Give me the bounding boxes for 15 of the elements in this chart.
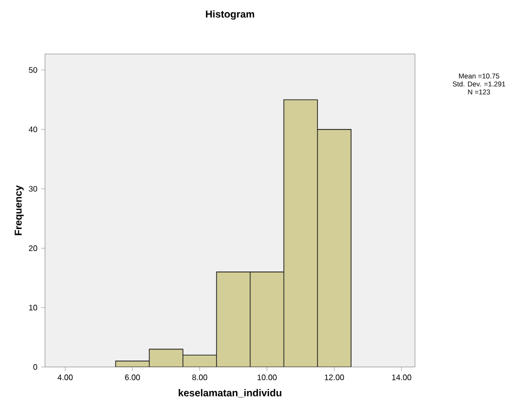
y-axis-title: Frequency xyxy=(14,185,24,236)
y-tick-label: 40 xyxy=(28,126,38,132)
x-tick-label: 8.00 xyxy=(192,374,208,380)
x-tick-label: 4.00 xyxy=(58,374,73,380)
x-tick-label: 12.00 xyxy=(324,374,344,380)
x-axis-title: keselamatan_individu xyxy=(178,389,282,398)
x-tick-label: 6.00 xyxy=(125,374,140,380)
x-tick-label: 14.00 xyxy=(392,374,412,380)
y-tick-label: 50 xyxy=(28,67,38,73)
y-tick-label: 30 xyxy=(28,186,38,192)
y-tick-label: 20 xyxy=(28,245,38,252)
x-tick-label: 10.00 xyxy=(258,374,277,380)
y-tick-label: 0 xyxy=(33,364,38,370)
y-tick-label: 10 xyxy=(29,304,38,310)
chart-title: Histogram xyxy=(206,10,254,20)
